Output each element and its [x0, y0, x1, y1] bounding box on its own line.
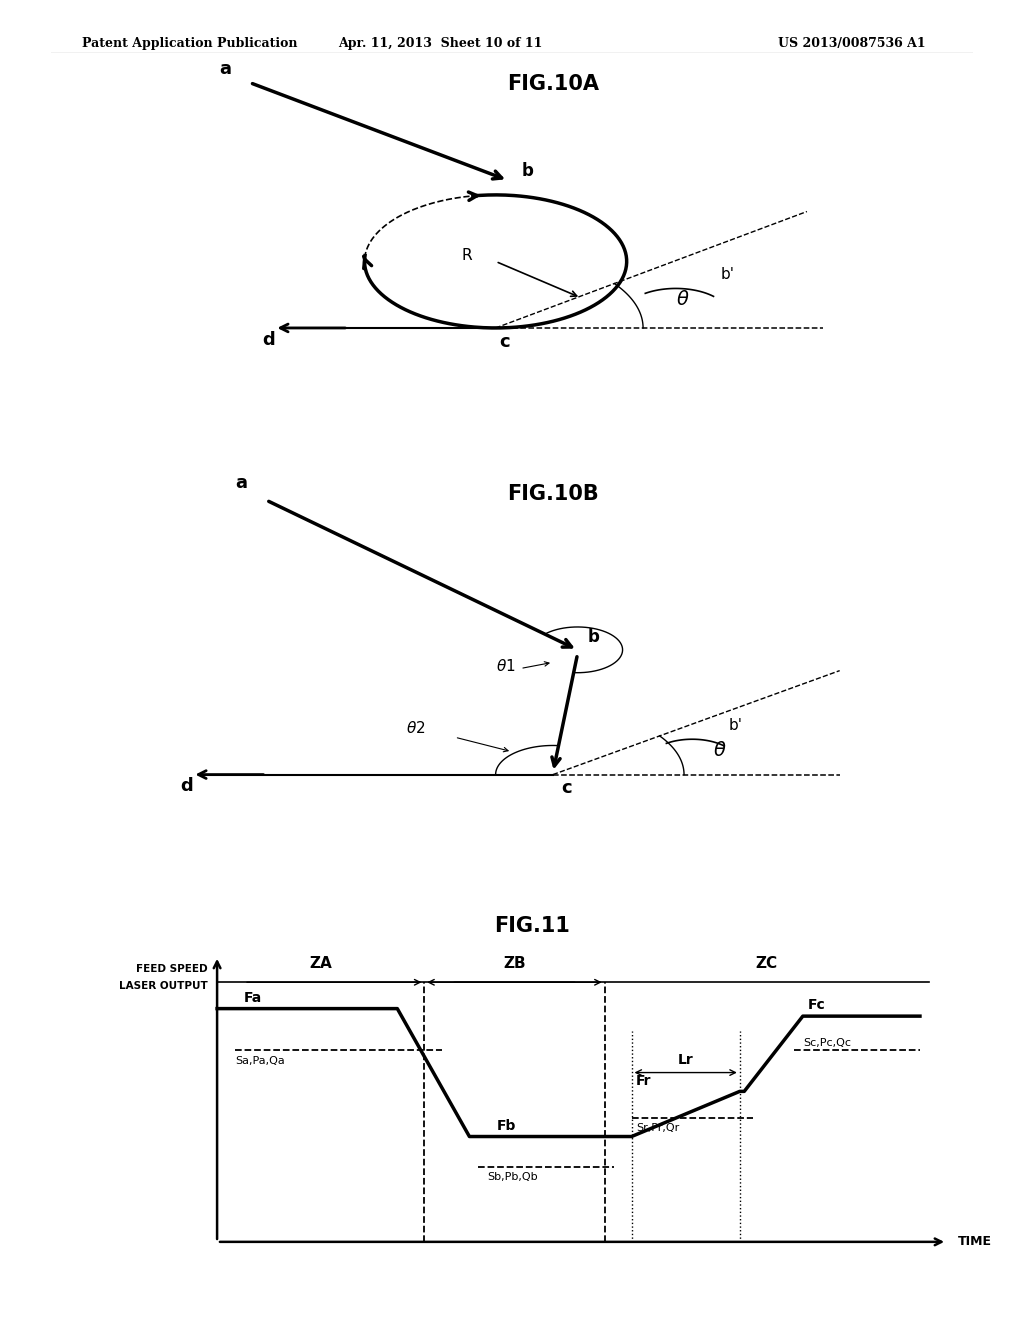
Text: b': b'	[721, 267, 735, 282]
Text: FIG.10A: FIG.10A	[507, 74, 599, 94]
Text: FIG.10B: FIG.10B	[507, 483, 599, 503]
Text: a: a	[219, 61, 231, 78]
Text: $\theta1$: $\theta1$	[496, 657, 515, 673]
Text: Sc,Pc,Qc: Sc,Pc,Qc	[803, 1038, 851, 1048]
Text: a: a	[236, 474, 248, 492]
Text: Fb: Fb	[497, 1119, 516, 1133]
Text: Fr: Fr	[636, 1073, 651, 1088]
Text: c: c	[500, 333, 510, 351]
Text: c: c	[561, 779, 571, 797]
Text: b': b'	[729, 718, 743, 733]
Text: Lr: Lr	[678, 1053, 693, 1067]
Text: Fa: Fa	[244, 991, 262, 1005]
Text: d: d	[262, 330, 274, 348]
Text: FIG.11: FIG.11	[495, 916, 570, 936]
Text: Sb,Pb,Qb: Sb,Pb,Qb	[487, 1172, 538, 1183]
Text: FEED SPEED: FEED SPEED	[136, 964, 208, 974]
Text: ZB: ZB	[503, 956, 525, 972]
Text: ZA: ZA	[309, 956, 332, 972]
Text: LASER OUTPUT: LASER OUTPUT	[120, 981, 208, 991]
Text: Sr,Pr,Qr: Sr,Pr,Qr	[636, 1123, 679, 1134]
Text: TIME: TIME	[957, 1236, 992, 1249]
Text: R: R	[462, 248, 472, 263]
Text: Fc: Fc	[807, 998, 825, 1012]
Text: US 2013/0087536 A1: US 2013/0087536 A1	[778, 37, 926, 50]
Text: Patent Application Publication: Patent Application Publication	[82, 37, 297, 50]
Text: d: d	[180, 777, 193, 795]
Text: b: b	[588, 628, 599, 645]
Text: Sa,Pa,Qa: Sa,Pa,Qa	[236, 1056, 285, 1065]
Text: b: b	[522, 162, 534, 181]
Text: $\theta2$: $\theta2$	[406, 719, 425, 737]
Text: $\theta$: $\theta$	[676, 290, 689, 309]
Text: $\theta$: $\theta$	[713, 741, 726, 760]
Text: Apr. 11, 2013  Sheet 10 of 11: Apr. 11, 2013 Sheet 10 of 11	[338, 37, 543, 50]
Text: ZC: ZC	[756, 956, 778, 972]
